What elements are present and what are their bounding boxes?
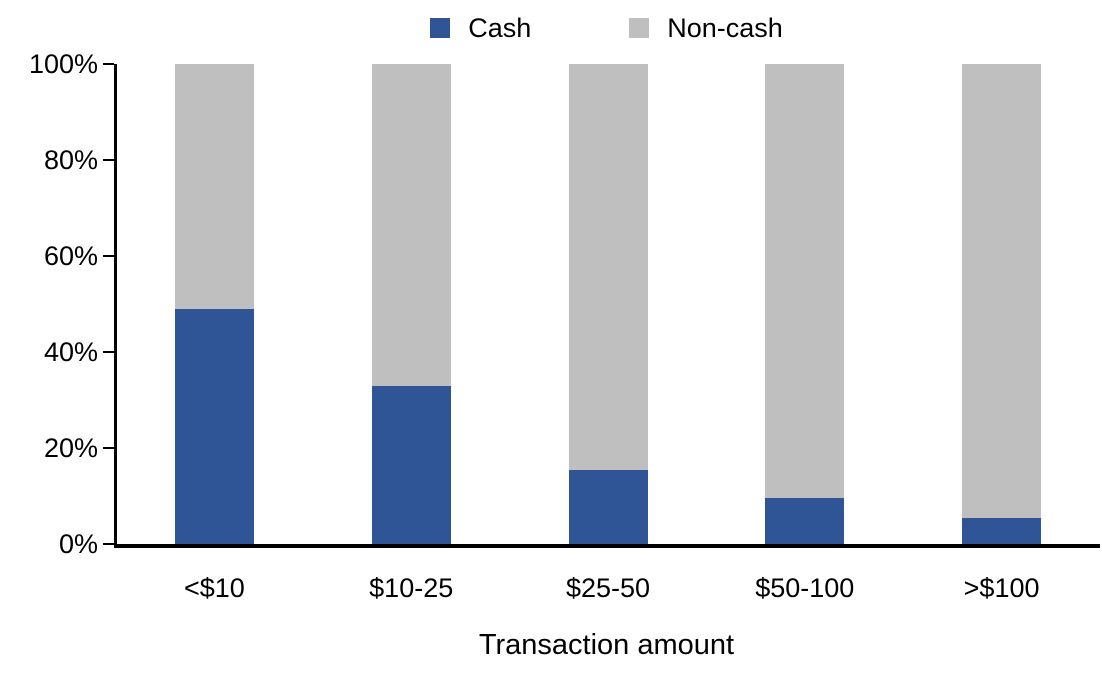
- cash-legend-swatch: [430, 18, 451, 38]
- bar-segment-cash: [962, 518, 1042, 544]
- y-axis-tick-label: 40%: [43, 337, 98, 367]
- bar-segment-cash: [371, 386, 451, 544]
- x-axis-tick-label: $10-25: [369, 573, 454, 603]
- legend: Cash Non-cash: [113, 10, 1100, 46]
- cash-legend-label: Cash: [468, 13, 532, 43]
- y-axis-tick-label: 60%: [43, 241, 98, 271]
- y-axis-tick: [103, 255, 114, 257]
- y-axis-tick: [103, 159, 114, 161]
- bar-segment-cash: [765, 498, 845, 544]
- y-axis-tick-label: 100%: [28, 49, 98, 79]
- bar-segment-cash: [174, 309, 254, 544]
- y-axis-tick-label: 20%: [43, 433, 98, 463]
- legend-item-cash: Cash: [430, 12, 531, 44]
- x-axis-line: [114, 544, 1100, 548]
- legend-item-noncash: Non-cash: [629, 12, 783, 44]
- y-axis-tick: [103, 63, 114, 65]
- y-axis-tick: [103, 351, 114, 353]
- y-axis-tick-label: 0%: [58, 529, 98, 559]
- x-axis-tick-label: >$100: [963, 573, 1040, 603]
- noncash-legend-label: Non-cash: [667, 13, 783, 43]
- x-axis-tick-label: $50-100: [755, 573, 855, 603]
- x-axis-tick-label: <$10: [183, 573, 245, 603]
- y-axis-line: [114, 64, 117, 548]
- y-axis-tick: [103, 543, 114, 545]
- x-axis-title: Transaction amount: [478, 629, 735, 661]
- bar-segment-noncash: [174, 64, 254, 309]
- x-axis-tick-label: $25-50: [565, 573, 651, 603]
- bar-segment-noncash: [568, 64, 648, 470]
- y-axis-tick: [103, 447, 114, 449]
- noncash-legend-swatch: [629, 18, 650, 38]
- bar-segment-noncash: [765, 64, 845, 498]
- bar-segment-noncash: [371, 64, 451, 386]
- bar-segment-cash: [568, 470, 648, 544]
- bar-segment-noncash: [962, 64, 1042, 518]
- y-axis-tick-label: 80%: [43, 145, 98, 175]
